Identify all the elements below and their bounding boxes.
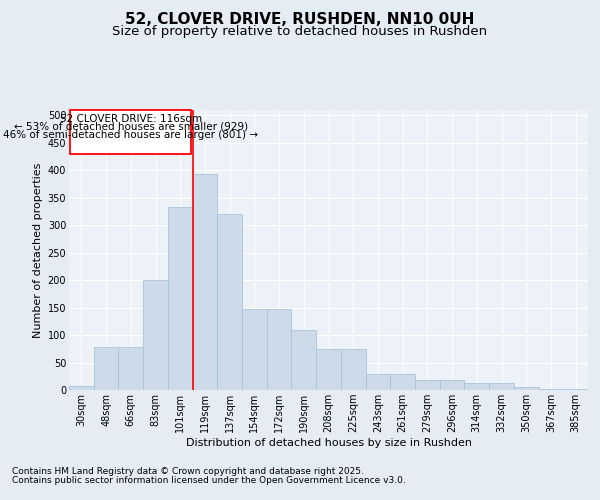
- Bar: [242, 308, 267, 390]
- FancyBboxPatch shape: [70, 110, 191, 154]
- Bar: [514, 388, 539, 390]
- Text: Contains HM Land Registry data © Crown copyright and database right 2025.: Contains HM Land Registry data © Crown c…: [12, 467, 364, 476]
- Bar: [143, 280, 168, 390]
- X-axis label: Distribution of detached houses by size in Rushden: Distribution of detached houses by size …: [185, 438, 472, 448]
- Bar: [341, 350, 365, 390]
- Bar: [118, 347, 143, 390]
- Text: 52 CLOVER DRIVE: 116sqm: 52 CLOVER DRIVE: 116sqm: [60, 114, 202, 124]
- Bar: [193, 174, 217, 390]
- Y-axis label: Number of detached properties: Number of detached properties: [34, 162, 43, 338]
- Bar: [217, 214, 242, 390]
- Bar: [316, 350, 341, 390]
- Bar: [390, 374, 415, 390]
- Bar: [489, 384, 514, 390]
- Bar: [415, 380, 440, 390]
- Bar: [168, 207, 193, 390]
- Bar: [69, 386, 94, 390]
- Bar: [563, 389, 588, 390]
- Bar: [94, 347, 118, 390]
- Text: Contains public sector information licensed under the Open Government Licence v3: Contains public sector information licen…: [12, 476, 406, 485]
- Text: 52, CLOVER DRIVE, RUSHDEN, NN10 0UH: 52, CLOVER DRIVE, RUSHDEN, NN10 0UH: [125, 12, 475, 28]
- Bar: [267, 308, 292, 390]
- Bar: [365, 374, 390, 390]
- Bar: [464, 384, 489, 390]
- Text: 46% of semi-detached houses are larger (801) →: 46% of semi-detached houses are larger (…: [3, 130, 258, 140]
- Text: Size of property relative to detached houses in Rushden: Size of property relative to detached ho…: [112, 25, 488, 38]
- Bar: [292, 330, 316, 390]
- Text: ← 53% of detached houses are smaller (929): ← 53% of detached houses are smaller (92…: [14, 122, 248, 132]
- Bar: [440, 380, 464, 390]
